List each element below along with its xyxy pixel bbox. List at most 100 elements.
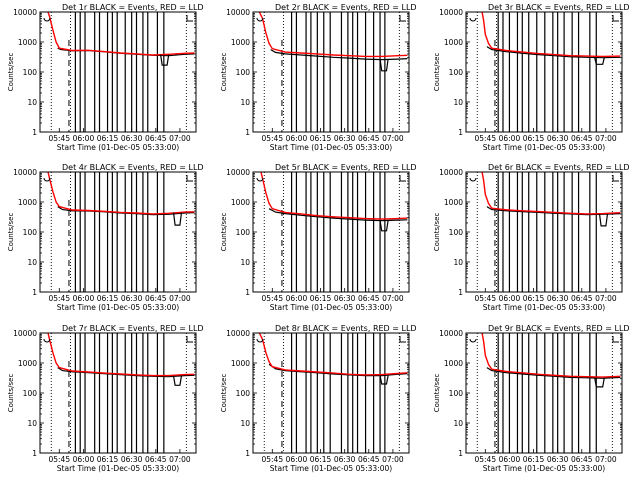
x-tick-label: 06:00 (286, 294, 308, 303)
x-tick-label: 06:15 (523, 134, 545, 143)
x-tick-label: 06:30 (547, 294, 569, 303)
x-axis-label: Start Time (01-Dec-05 05:33:00) (483, 464, 605, 473)
y-axis-label: Counts/sec (7, 374, 15, 413)
x-tick-label: 06:15 (310, 455, 332, 464)
corner-mark (256, 17, 264, 22)
lld-series-line (481, 11, 621, 58)
corner-mark (256, 177, 264, 182)
event-markers (476, 12, 613, 132)
y-tick-label: 1 (245, 449, 250, 458)
y-tick-label: 10000 (439, 329, 463, 338)
lld-series-line (47, 171, 195, 215)
y-tick-label: 100 (449, 228, 464, 237)
detector-panel-8r: Det 8r BLACK = Events, RED = LLD 1 10 100 10… (220, 324, 417, 473)
y-tick-label: 1000 (444, 38, 463, 47)
y-tick-label: 1 (32, 288, 37, 297)
events-dip-line (594, 57, 605, 65)
y-tick-label: 100 (23, 389, 38, 398)
y-tick-label: 1000 (231, 198, 250, 207)
corner-mark (469, 177, 477, 182)
x-tick-label: 06:45 (358, 294, 380, 303)
corner-mark (256, 338, 264, 343)
events-series-line (270, 49, 408, 61)
y-tick-label: 10000 (439, 8, 463, 17)
y-axis-label: Counts/sec (220, 53, 228, 92)
y-tick-label: 100 (236, 228, 251, 237)
y-tick-label: 100 (449, 68, 464, 77)
x-tick-label: 07:00 (382, 455, 404, 464)
events-dip-line (379, 59, 389, 72)
x-tick-label: 06:00 (499, 294, 521, 303)
x-tick-label: 06:15 (97, 455, 119, 464)
y-tick-label: 1000 (18, 198, 37, 207)
x-tick-label: 07:00 (595, 455, 617, 464)
x-tick-label: 06:30 (121, 455, 143, 464)
x-tick-label: 07:00 (382, 294, 404, 303)
y-tick-label: 10 (27, 258, 37, 267)
x-tick-label: 07:00 (382, 134, 404, 143)
y-tick-label: 10 (27, 98, 37, 107)
panel-title: Det 3r BLACK = Events, RED = LLD (488, 3, 630, 12)
x-tick-label: 06:30 (547, 455, 569, 464)
corner-mark (399, 336, 406, 343)
lld-series-line (47, 11, 195, 56)
plot-frame (39, 332, 197, 454)
lld-series-line (260, 171, 408, 220)
event-markers (50, 12, 187, 132)
corner-mark (399, 175, 406, 182)
y-axis-label: Counts/sec (433, 374, 441, 413)
corner-mark (186, 15, 193, 22)
detector-panel-9r: Det 9r BLACK = Events, RED = LLD 1 10 100 10… (433, 324, 630, 473)
panel-title: Det 4r BLACK = Events, RED = LLD (62, 163, 204, 172)
plot-frame (252, 11, 410, 133)
x-tick-label: 06:45 (145, 455, 167, 464)
y-tick-label: 10 (453, 98, 463, 107)
y-tick-label: 10000 (226, 168, 250, 177)
events-dip-line (594, 377, 605, 388)
x-axis-label: Start Time (01-Dec-05 05:33:00) (483, 303, 605, 312)
x-tick-label: 05:45 (48, 294, 70, 303)
event-markers (476, 172, 613, 292)
x-tick-label: 06:45 (145, 294, 167, 303)
y-tick-label: 10000 (226, 8, 250, 17)
plot-frame (465, 332, 623, 454)
y-tick-label: 1 (458, 288, 463, 297)
x-axis-label: Start Time (01-Dec-05 05:33:00) (57, 303, 179, 312)
x-tick-label: 06:45 (571, 455, 593, 464)
corner-mark (399, 15, 406, 22)
y-axis-label: Counts/sec (433, 53, 441, 92)
x-tick-label: 07:00 (169, 134, 191, 143)
x-tick-label: 07:00 (595, 294, 617, 303)
x-tick-label: 06:30 (334, 134, 356, 143)
panel-title: Det 2r BLACK = Events, RED = LLD (275, 3, 417, 12)
plot-frame (252, 332, 410, 454)
x-tick-label: 06:15 (523, 455, 545, 464)
x-tick-label: 06:00 (499, 455, 521, 464)
x-axis-label: Start Time (01-Dec-05 05:33:00) (270, 464, 392, 473)
y-tick-label: 10 (27, 419, 37, 428)
x-tick-label: 06:00 (499, 134, 521, 143)
y-tick-label: 1000 (231, 38, 250, 47)
corner-mark (186, 336, 193, 343)
events-dip-line (172, 212, 183, 226)
x-tick-label: 06:15 (97, 134, 119, 143)
y-tick-label: 10 (453, 258, 463, 267)
x-axis-label: Start Time (01-Dec-05 05:33:00) (270, 303, 392, 312)
y-tick-label: 10000 (226, 329, 250, 338)
corner-mark (612, 175, 619, 182)
y-tick-label: 1 (245, 128, 250, 137)
corner-mark (469, 17, 477, 22)
events-dip-line (172, 375, 183, 386)
events-dip-line (598, 213, 609, 227)
plot-frame (39, 11, 197, 133)
lld-series-line (481, 171, 621, 215)
events-series-line (268, 363, 408, 377)
y-tick-label: 1000 (231, 359, 250, 368)
lld-series-line (258, 11, 408, 58)
detector-panel-7r: Det 7r BLACK = Events, RED = LLD 1 10 100 10… (7, 324, 204, 473)
y-axis-label: Counts/sec (7, 213, 15, 252)
x-axis-label: Start Time (01-Dec-05 05:33:00) (57, 143, 179, 152)
detector-panel-2r: Det 2r BLACK = Events, RED = LLD 1 10 100 10… (220, 3, 417, 152)
y-tick-label: 1 (458, 128, 463, 137)
